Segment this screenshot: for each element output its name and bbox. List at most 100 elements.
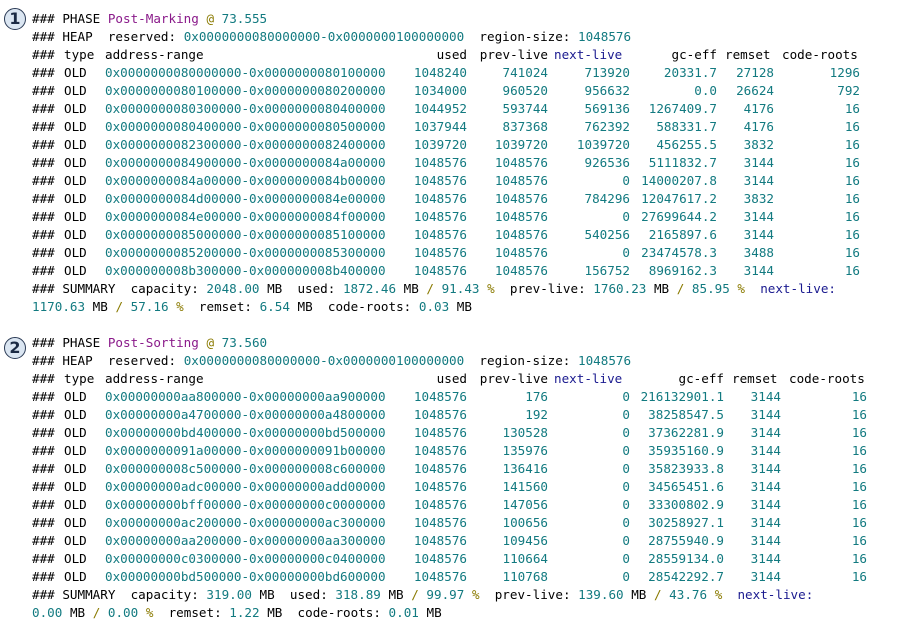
row-address-range: 0x0000000084d00000-0x0000000084e00000	[105, 191, 386, 206]
row-prefix: ###	[32, 245, 55, 260]
capacity-value: 319.00	[206, 587, 252, 602]
unit-mb: MB	[403, 281, 419, 296]
row-address-range: 0x00000000a4700000-0x00000000a4800000	[105, 407, 386, 422]
percent-sign: %	[471, 587, 480, 602]
row-address-range: 0x0000000080300000-0x0000000080400000	[105, 101, 386, 116]
row-type: OLD	[64, 191, 87, 206]
row-prev-live: 837368	[502, 119, 549, 134]
row-remset: 3144	[750, 569, 781, 584]
row-gc-eff: 2165897.6	[648, 227, 717, 242]
region-size-label: region-size:	[479, 353, 571, 368]
header-remset: remset	[725, 47, 771, 62]
code-roots-label: code-roots:	[297, 605, 381, 620]
percent-sign: %	[487, 281, 495, 296]
row-prefix: ###	[32, 227, 55, 242]
row-address-range: 0x0000000080100000-0x0000000080200000	[105, 83, 386, 98]
row-next-live: 0	[622, 515, 630, 530]
row-prefix: ###	[32, 515, 55, 530]
row-gc-eff: 14000207.8	[641, 173, 717, 188]
row-type: OLD	[64, 551, 87, 566]
next-live-percent: 0.00	[107, 605, 139, 620]
row-remset: 3488	[743, 245, 774, 260]
row-next-live: 0	[622, 425, 630, 440]
row-type: OLD	[64, 389, 87, 404]
header-gc-eff: gc-eff	[671, 47, 718, 62]
table-row: ### OLD 0x0000000084d00000-0x0000000084e00…	[32, 190, 902, 208]
remset-label: remset:	[168, 605, 222, 620]
phase-time: 73.555	[221, 11, 268, 26]
row-type: OLD	[64, 227, 87, 242]
row-prev-live: 110664	[502, 551, 549, 566]
row-prev-live: 1048576	[494, 209, 548, 224]
row-next-live: 569136	[584, 101, 631, 116]
row-type: OLD	[64, 479, 87, 494]
summary-line: ### SUMMARY capacity: 2048.00 MB used: 1…	[32, 280, 836, 298]
table-row: ### OLD 0x0000000080100000-0x0000000080200…	[32, 82, 902, 100]
row-used: 1048576	[413, 479, 467, 494]
row-gc-eff: 35935160.9	[648, 443, 724, 458]
header-type: type	[64, 47, 95, 62]
row-next-live: 156752	[584, 263, 631, 278]
row-prev-live: 141560	[502, 479, 549, 494]
unit-mb: MB	[69, 605, 86, 620]
row-next-live: 0	[622, 497, 630, 512]
row-prefix: ###	[32, 425, 55, 440]
table-row: ### OLD 0x0000000080300000-0x0000000080400…	[32, 100, 902, 118]
row-next-live: 0	[622, 245, 630, 260]
next-live-value: 0.00	[32, 605, 63, 620]
row-prefix: ###	[32, 407, 55, 422]
row-used: 1048576	[413, 263, 467, 278]
row-code-roots: 16	[851, 551, 867, 566]
header-remset: remset	[732, 371, 778, 386]
row-address-range: 0x00000000c0300000-0x00000000c0400000	[105, 551, 386, 566]
row-used: 1048576	[413, 155, 467, 170]
row-gc-eff: 27699644.2	[641, 209, 717, 224]
next-live-percent: 57.16	[130, 299, 169, 314]
prev-live-label: prev-live:	[494, 587, 571, 602]
table-row: ### OLD 0x00000000bd400000-0x00000000bd500…	[32, 424, 902, 442]
region-size-value: 1048576	[578, 29, 632, 44]
region-size-value: 1048576	[578, 353, 632, 368]
row-remset: 3144	[743, 209, 774, 224]
table-row: ### OLD 0x0000000084a00000-0x0000000084b00…	[32, 172, 902, 190]
row-next-live: 713920	[584, 65, 631, 80]
table-row: ### OLD 0x00000000aa800000-0x00000000aa900…	[32, 388, 902, 406]
row-code-roots: 16	[851, 497, 867, 512]
row-code-roots: 16	[844, 227, 860, 242]
summary-keyword: ### SUMMARY	[32, 281, 116, 296]
row-used: 1044952	[413, 101, 467, 116]
header-used: used	[436, 371, 467, 386]
row-next-live: 0	[622, 533, 630, 548]
row-prev-live: 135976	[502, 443, 549, 458]
row-type: OLD	[64, 497, 87, 512]
row-prev-live: 1048576	[494, 245, 548, 260]
row-used: 1048576	[413, 533, 467, 548]
table-row: ### OLD 0x000000008b300000-0x000000008b400…	[32, 262, 902, 280]
row-used: 1048240	[413, 65, 467, 80]
row-code-roots: 16	[844, 155, 860, 170]
separator-slash: /	[92, 605, 101, 620]
row-remset: 3144	[750, 551, 781, 566]
used-value: 318.89	[335, 587, 381, 602]
remset-label: remset:	[198, 299, 252, 314]
row-remset: 3832	[743, 191, 774, 206]
row-next-live: 0	[622, 551, 630, 566]
row-next-live: 0	[622, 389, 630, 404]
row-remset: 4176	[743, 119, 774, 134]
row-prefix: ###	[32, 65, 55, 80]
unit-mb: MB	[267, 281, 283, 296]
row-type: OLD	[64, 263, 87, 278]
table-row: ### OLD 0x0000000080400000-0x0000000080500…	[32, 118, 902, 136]
percent-sign: %	[737, 281, 746, 296]
table-row: ### OLD 0x0000000084e00000-0x0000000084f00…	[32, 208, 902, 226]
row-remset: 3144	[750, 407, 781, 422]
summary-line-continued: 0.00 MB / 0.00 % remset: 1.22 MB code-ro…	[32, 604, 442, 622]
phase-time: 73.560	[221, 335, 268, 350]
row-code-roots: 16	[844, 191, 860, 206]
next-live-label: next-live:	[737, 587, 814, 602]
row-remset: 3144	[750, 389, 781, 404]
row-remset: 3144	[750, 425, 781, 440]
row-code-roots: 16	[851, 425, 867, 440]
row-code-roots: 16	[851, 461, 867, 476]
reserved-value: 0x0000000080000000-0x0000000100000000	[183, 29, 465, 44]
